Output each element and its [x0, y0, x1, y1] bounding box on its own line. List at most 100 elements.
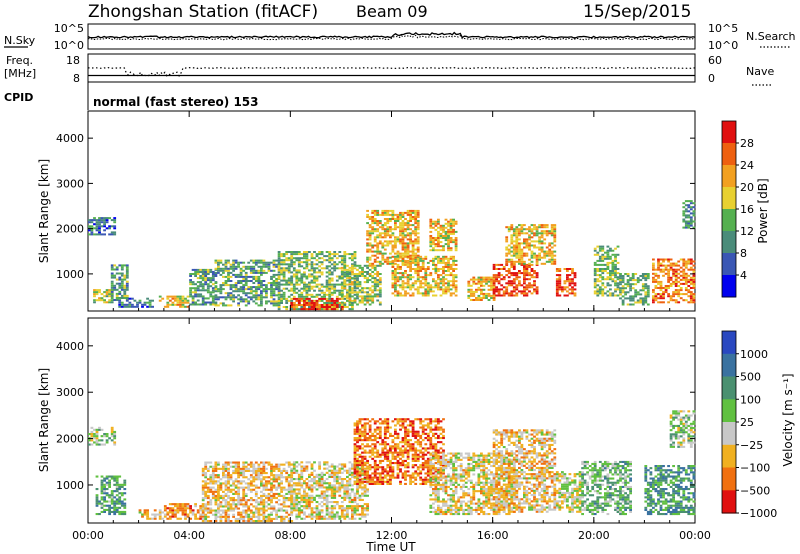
- heatmap-cell: [414, 230, 418, 233]
- heatmap-cell: [391, 228, 395, 231]
- heatmap-cell: [598, 249, 602, 252]
- heatmap-cell: [406, 248, 410, 251]
- heatmap-cell: [237, 273, 240, 276]
- heatmap-cell: [437, 218, 440, 221]
- heatmap-cell: [100, 506, 104, 509]
- heatmap-cell: [325, 494, 329, 497]
- heatmap-cell: [406, 220, 410, 222]
- heatmap-cell: [209, 507, 213, 510]
- heatmap-cell: [548, 230, 552, 233]
- heatmap-cell: [217, 296, 220, 299]
- heatmap-cell: [414, 258, 418, 261]
- heatmap-cell: [497, 263, 501, 266]
- heatmap-cell: [123, 290, 127, 293]
- heatmap-cell: [310, 486, 314, 489]
- heatmap-cell: [409, 286, 412, 289]
- heatmap-cell: [320, 501, 324, 504]
- heatmap-cell: [115, 483, 119, 486]
- heatmap-cell: [214, 511, 218, 514]
- heatmap-cell: [204, 507, 208, 510]
- heatmap-cell: [285, 488, 289, 491]
- heatmap-cell: [535, 230, 539, 233]
- heatmap-cell: [194, 289, 197, 292]
- heatmap-cell: [214, 301, 218, 304]
- heatmap-cell: [153, 515, 157, 518]
- heatmap-cell: [277, 494, 281, 497]
- heatmap-cell: [452, 268, 455, 270]
- heatmap-cell: [217, 467, 220, 470]
- heatmap-cell: [330, 263, 334, 266]
- heatmap-cell: [528, 226, 531, 229]
- heatmap-cell: [308, 475, 311, 478]
- heatmap-cell: [204, 279, 208, 282]
- heatmap-cell: [290, 251, 294, 253]
- heatmap-cell: [242, 490, 246, 493]
- heatmap-cell: [662, 268, 665, 271]
- heatmap-cell: [351, 465, 354, 468]
- heatmap-cell: [338, 488, 342, 491]
- heatmap-cell: [265, 486, 268, 489]
- heatmap-cell: [333, 285, 337, 288]
- heatmap-cell: [674, 272, 678, 275]
- heatmap-cell: [611, 253, 615, 256]
- heatmap-cell: [249, 499, 253, 502]
- heatmap-cell: [113, 288, 117, 291]
- heatmap-cell: [280, 463, 283, 466]
- heatmap-cell: [234, 469, 238, 472]
- heatmap-cell: [277, 287, 281, 290]
- heatmap-cell: [305, 263, 309, 266]
- heatmap-cell: [262, 513, 266, 516]
- heatmap-cell: [520, 232, 524, 235]
- heatmap-cell: [239, 472, 243, 475]
- heatmap-cell: [249, 265, 253, 268]
- heatmap-cell: [310, 293, 314, 296]
- heatmap-cell: [330, 488, 334, 491]
- heatmap-cell: [672, 282, 675, 285]
- heatmap-cell: [242, 511, 246, 514]
- heatmap-cell: [530, 244, 534, 247]
- heatmap-cell: [550, 228, 554, 231]
- heatmap-cell: [386, 242, 390, 245]
- heatmap-cell: [543, 262, 547, 265]
- heatmap-cell: [353, 277, 357, 280]
- heatmap-cell: [669, 268, 673, 271]
- heatmap-cell: [308, 287, 311, 290]
- heatmap-cell: [644, 279, 648, 282]
- heatmap-cell: [346, 509, 349, 512]
- heatmap-cell: [297, 475, 301, 478]
- heatmap-cell: [285, 283, 289, 286]
- heatmap-cell: [320, 511, 324, 514]
- heatmap-cell: [598, 290, 602, 293]
- heatmap-cell: [260, 304, 263, 307]
- heatmap-cell: [351, 283, 354, 286]
- heatmap-cell: [346, 291, 349, 294]
- heatmap-cell: [229, 286, 233, 289]
- heatmap-cell: [356, 283, 359, 286]
- heatmap-cell: [90, 433, 94, 436]
- heatmap-cell: [295, 461, 299, 464]
- heatmap-cell: [244, 271, 248, 274]
- heatmap-cell: [330, 465, 334, 468]
- heatmap-cell: [555, 290, 559, 293]
- heatmap-cell: [348, 496, 352, 499]
- heatmap-cell: [222, 267, 225, 270]
- heatmap-cell: [168, 295, 172, 298]
- heatmap-cell: [664, 285, 668, 287]
- heatmap-cell: [303, 271, 306, 274]
- heatmap-cell: [475, 290, 478, 293]
- heatmap-cell: [540, 234, 544, 237]
- heatmap-cell: [528, 266, 531, 268]
- heatmap-cell: [108, 485, 111, 488]
- heatmap-cell: [497, 274, 501, 277]
- heatmap-cell: [308, 505, 311, 508]
- heatmap-cell: [103, 223, 106, 226]
- heatmap-cell: [434, 282, 438, 285]
- heatmap-cell: [553, 236, 557, 239]
- heatmap-cell: [540, 236, 544, 239]
- heatmap-cell: [209, 285, 213, 288]
- heatmap-cell: [394, 257, 397, 260]
- heatmap-cell: [93, 233, 96, 236]
- heatmap-cell: [515, 284, 519, 287]
- heatmap-cell: [328, 469, 332, 472]
- heatmap-cell: [232, 503, 235, 506]
